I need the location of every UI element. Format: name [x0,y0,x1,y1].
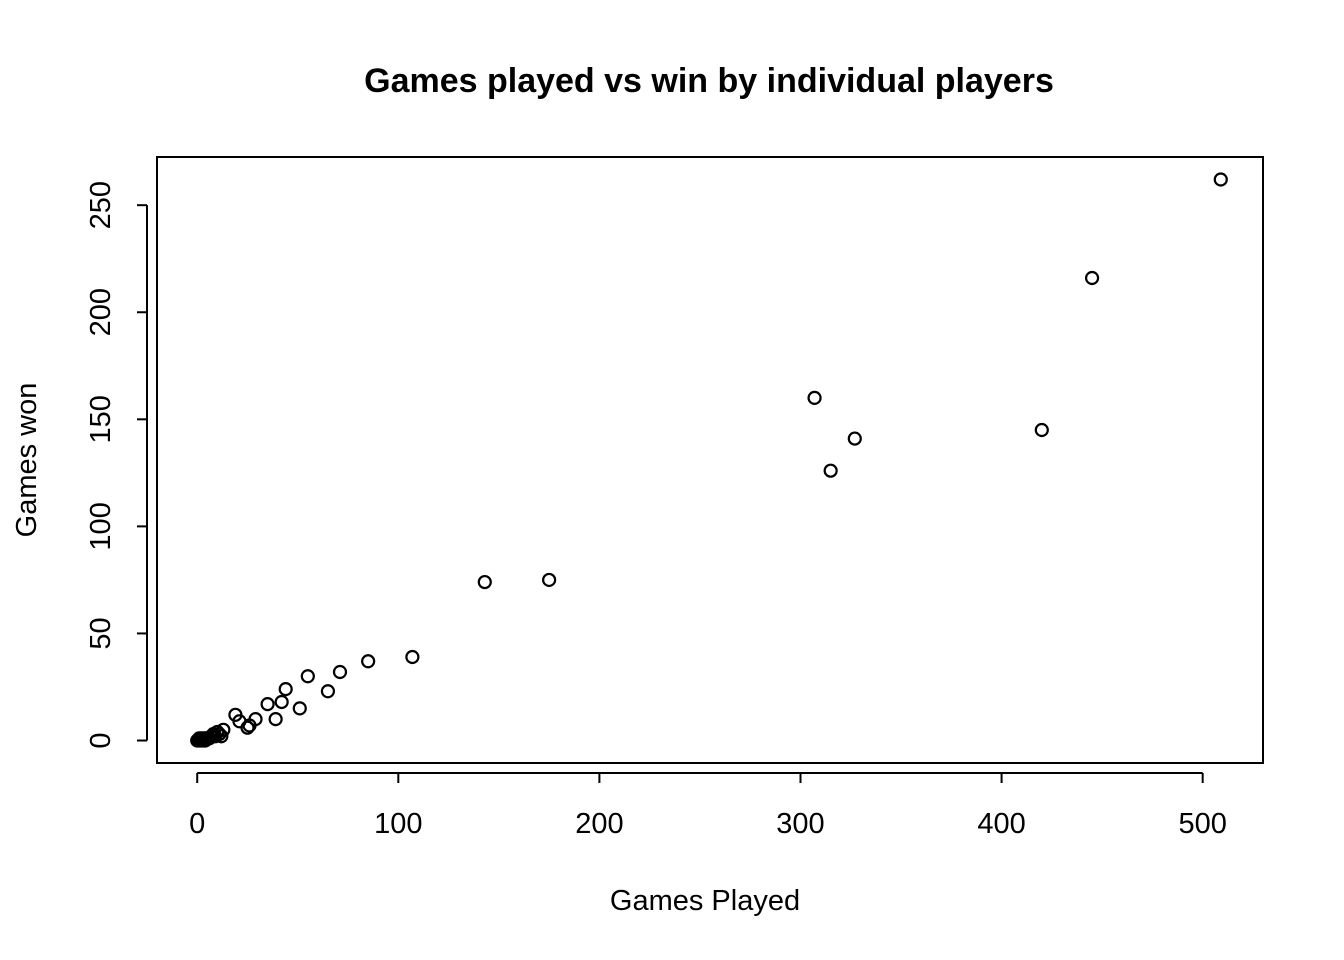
data-point [477,574,492,590]
data-point [405,649,420,665]
x-tick-label: 0 [189,808,205,840]
data-points [190,172,1228,748]
y-tick-label: 100 [85,502,117,550]
data-point [300,669,315,684]
x-tick-label: 200 [575,808,623,840]
y-tick-label: 50 [85,617,117,649]
data-point [542,572,557,588]
data-point [1084,270,1100,286]
x-tick-label: 300 [776,808,824,840]
y-axis: 0 50 100 150 200 250 [85,181,148,749]
data-point [212,726,227,742]
x-tick-label: 500 [1178,808,1226,840]
data-point [320,684,336,699]
x-axis-label: Games Played [610,885,800,917]
y-tick-label: 250 [85,181,117,229]
data-point [248,712,263,727]
data-point [847,431,862,446]
y-tick-label: 200 [85,288,117,336]
data-point [278,682,293,697]
plot-frame [156,156,1264,764]
y-tick-label: 0 [85,732,117,748]
data-point [210,724,225,740]
data-point [361,654,376,669]
data-point [260,697,275,712]
data-point [1034,422,1049,438]
y-tick-label: 150 [85,395,117,443]
data-point [332,664,348,680]
data-point [292,701,307,716]
chart-title: Games played vs win by individual player… [364,62,1054,100]
data-point [240,720,255,735]
data-point [1213,172,1228,187]
x-tick-label: 100 [374,808,422,840]
data-point [214,729,229,744]
y-axis-label: Games won [11,383,43,538]
data-point [807,390,822,406]
x-tick-label: 400 [977,808,1025,840]
data-point [216,722,231,737]
data-point [268,712,283,727]
data-point [274,694,289,710]
data-point [823,463,838,478]
x-axis: 0 100 200 300 400 500 [189,772,1227,840]
